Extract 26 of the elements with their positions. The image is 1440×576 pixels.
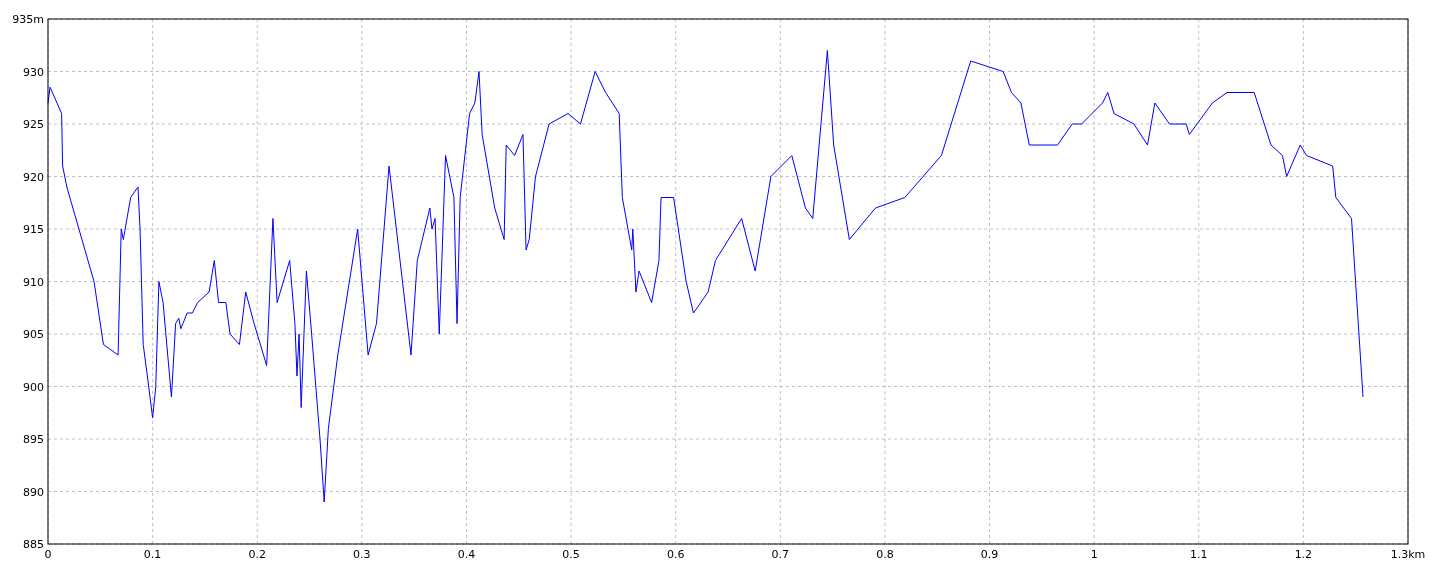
x-tick-label: 0.2 [248, 548, 266, 561]
x-tick-label: 0.9 [980, 548, 999, 561]
y-tick-label: 890 [23, 485, 44, 499]
y-tick-label: 915 [23, 223, 44, 236]
x-tick-label: 0.8 [876, 548, 894, 561]
x-tick-label: 0.6 [666, 548, 685, 561]
y-tick-label: 935m [12, 13, 44, 26]
x-tick-label: 1.1 [1190, 548, 1208, 561]
y-tick-label: 895 [23, 433, 44, 446]
x-tick-label: 0.5 [562, 548, 580, 561]
y-tick-label: 905 [23, 328, 44, 341]
x-tick-label: 1.2 [1294, 548, 1313, 561]
x-tick-label: 1 [1090, 548, 1098, 561]
x-tick-label: 0.1 [143, 548, 162, 561]
line-series [47, 50, 1364, 503]
x-tick-label: 0 [44, 548, 52, 561]
x-tick-label: 1.3km [1390, 548, 1426, 561]
x-tick-label: 0.7 [771, 548, 790, 561]
y-tick-label: 885 [23, 538, 44, 551]
y-tick-label: 925 [23, 118, 44, 131]
y-tick-label: 930 [23, 65, 44, 79]
y-tick-label: 910 [23, 275, 44, 289]
y-tick-label: 920 [23, 170, 44, 184]
x-tick-label: 0.4 [457, 548, 476, 561]
y-tick-label: 900 [23, 380, 44, 394]
x-tick-label: 0.3 [353, 548, 371, 561]
